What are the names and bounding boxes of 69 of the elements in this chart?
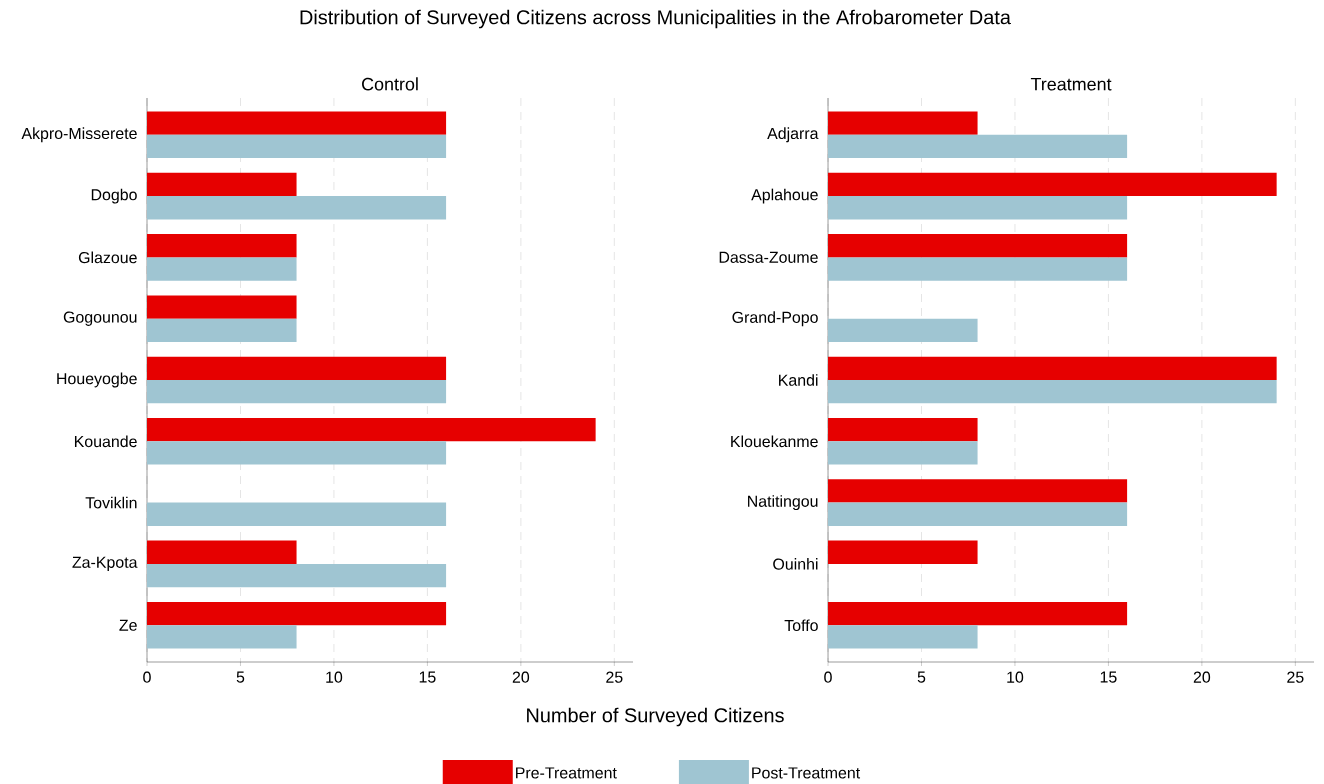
x-tick-label: 25 [1287, 671, 1304, 683]
y-tick-label: Za-Kpota [72, 556, 138, 572]
bar [828, 318, 978, 342]
bar [828, 601, 1128, 626]
x-tick-label: 0 [143, 671, 151, 683]
bar [828, 380, 1277, 404]
bar [147, 625, 297, 649]
y-tick-label: Aplahoue [751, 188, 818, 204]
bar [147, 196, 447, 220]
bar [828, 441, 978, 465]
bar [828, 418, 978, 442]
bar [147, 441, 447, 465]
y-tick-label: Toviklin [85, 496, 137, 509]
bar [147, 318, 297, 342]
bar [147, 234, 297, 258]
bar [147, 418, 596, 442]
bar [147, 356, 447, 380]
x-tick-label: 5 [236, 671, 245, 683]
y-tick-label: Houeyogbe [57, 372, 137, 388]
bar [828, 540, 978, 564]
legend-label: Pre-Treatment [516, 767, 617, 779]
y-tick-label: Akpro-Misserete [21, 127, 137, 143]
y-tick-label: Klouekanme [731, 435, 818, 448]
x-tick-label: 15 [1100, 671, 1117, 683]
y-tick-label: Natitingou [748, 495, 818, 511]
x-tick-label: 20 [1193, 671, 1211, 683]
chart-subtitle: Control [362, 77, 418, 91]
bar [147, 601, 447, 626]
y-tick-label: Toffo [784, 619, 818, 632]
bar [147, 502, 447, 526]
legend-label: Post-Treatment [752, 767, 861, 779]
bar [147, 134, 447, 159]
y-tick-label: Gogounou [63, 311, 137, 326]
x-tick-label: 25 [606, 671, 623, 683]
chart-subtitle: Treatment [1030, 77, 1112, 91]
x-tick-label: 10 [1007, 671, 1024, 683]
bar [828, 111, 978, 135]
y-tick-label: Adjarra [767, 127, 819, 143]
bar [828, 479, 1128, 503]
x-axis-title: Number of Surveyed Citizens [527, 707, 784, 727]
bar [828, 502, 1128, 526]
bar [828, 134, 1128, 159]
x-tick-label: 15 [419, 671, 436, 683]
bar [147, 295, 297, 319]
bar [147, 172, 297, 197]
bar [147, 380, 447, 404]
y-tick-label: Dogbo [91, 188, 137, 204]
bar [147, 563, 447, 588]
y-tick-label: Ze [119, 619, 137, 631]
x-tick-label: 10 [326, 671, 343, 683]
bar [147, 257, 297, 281]
y-tick-label: Kouande [74, 435, 137, 448]
bar [147, 540, 297, 564]
x-tick-label: 5 [917, 671, 926, 683]
y-tick-label: Ouinhi [773, 558, 818, 570]
bar [828, 196, 1128, 220]
bar [828, 234, 1128, 258]
bar [828, 356, 1277, 380]
chart-title: Distribution of Surveyed Citizens across Municipalities in the Afrobarometer Data [300, 9, 1011, 29]
bar [828, 172, 1277, 197]
bar [147, 111, 447, 135]
y-tick-label: Kandi [779, 374, 818, 386]
y-tick-label: Glazoue [78, 251, 137, 264]
y-tick-label: Grand-Popo [732, 311, 818, 327]
y-tick-label: Dassa-Zoume [719, 251, 818, 263]
bar [828, 625, 978, 649]
x-tick-label: 0 [824, 671, 832, 683]
bar [828, 257, 1128, 281]
x-tick-label: 20 [512, 671, 530, 683]
